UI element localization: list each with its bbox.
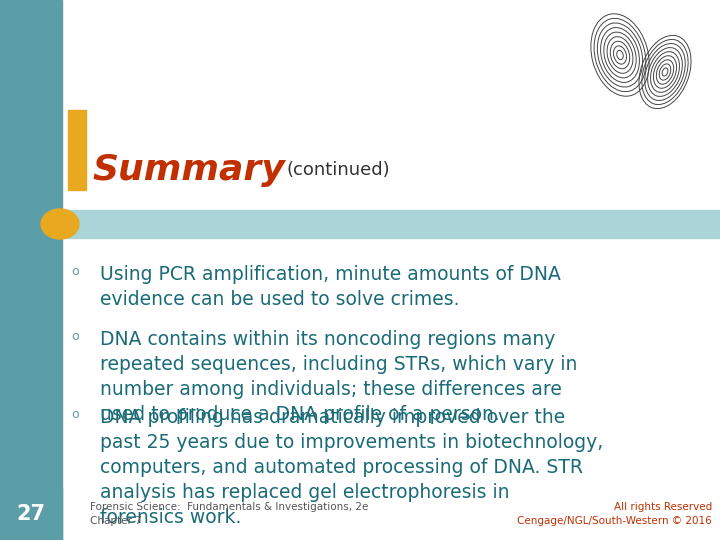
Text: DNA contains within its noncoding regions many
repeated sequences, including STR: DNA contains within its noncoding region… bbox=[100, 330, 577, 424]
Text: Summary: Summary bbox=[92, 153, 284, 187]
Bar bbox=[0, 488, 62, 540]
Text: Forensic Science:  Fundamentals & Investigations, 2e
Chapter 7: Forensic Science: Fundamentals & Investi… bbox=[90, 502, 369, 526]
Text: Using PCR amplification, minute amounts of DNA
evidence can be used to solve cri: Using PCR amplification, minute amounts … bbox=[100, 265, 561, 309]
Text: o: o bbox=[71, 408, 78, 421]
Bar bbox=[68, 110, 86, 190]
Ellipse shape bbox=[41, 209, 79, 239]
Text: All rights Reserved
Cengage/NGL/South-Western © 2016: All rights Reserved Cengage/NGL/South-We… bbox=[517, 502, 712, 526]
Text: DNA profiling has dramatically improved over the
past 25 years due to improvemen: DNA profiling has dramatically improved … bbox=[100, 408, 603, 527]
Text: (continued): (continued) bbox=[287, 161, 391, 179]
Bar bbox=[0, 0, 62, 540]
Bar bbox=[62, 210, 720, 238]
Text: o: o bbox=[71, 330, 78, 343]
Text: 27: 27 bbox=[17, 504, 45, 524]
Text: o: o bbox=[71, 265, 78, 278]
